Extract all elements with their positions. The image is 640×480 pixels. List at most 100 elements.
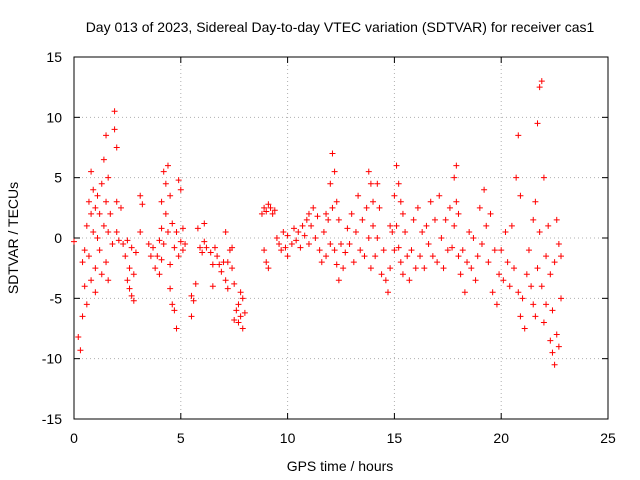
data-point bbox=[90, 228, 97, 235]
data-point bbox=[399, 271, 406, 278]
data-point bbox=[451, 174, 458, 181]
data-point bbox=[103, 198, 110, 205]
data-point bbox=[540, 174, 547, 181]
data-point bbox=[94, 192, 101, 199]
data-point bbox=[207, 249, 214, 256]
data-point bbox=[224, 285, 231, 292]
data-point bbox=[355, 192, 362, 199]
data-point bbox=[209, 283, 216, 290]
x-axis-label: GPS time / hours bbox=[287, 458, 394, 474]
data-point bbox=[94, 235, 101, 241]
data-point bbox=[299, 222, 306, 229]
data-point bbox=[444, 247, 451, 254]
data-point bbox=[496, 271, 503, 278]
data-point bbox=[551, 361, 558, 368]
data-point bbox=[534, 120, 541, 127]
data-point bbox=[325, 216, 332, 223]
data-point bbox=[551, 259, 558, 266]
data-point bbox=[77, 347, 84, 354]
data-point bbox=[194, 225, 201, 232]
data-point bbox=[92, 265, 99, 272]
data-point bbox=[389, 228, 396, 235]
data-point bbox=[438, 235, 445, 241]
data-point bbox=[370, 198, 377, 205]
data-point bbox=[352, 228, 359, 235]
data-point bbox=[164, 162, 171, 169]
data-point bbox=[218, 268, 225, 275]
data-point bbox=[540, 319, 547, 326]
data-point bbox=[103, 259, 110, 266]
data-point bbox=[293, 237, 300, 244]
data-point bbox=[265, 201, 272, 208]
data-point bbox=[440, 265, 447, 272]
data-point bbox=[267, 204, 274, 211]
data-point bbox=[231, 280, 238, 287]
data-point bbox=[427, 198, 434, 205]
data-point bbox=[261, 247, 268, 254]
data-point bbox=[117, 204, 124, 211]
data-point bbox=[71, 238, 77, 245]
data-point bbox=[525, 247, 532, 254]
data-point bbox=[342, 249, 349, 256]
data-point bbox=[318, 259, 325, 266]
data-point bbox=[291, 225, 298, 232]
data-point bbox=[282, 244, 289, 251]
data-point bbox=[222, 277, 229, 284]
data-point bbox=[361, 253, 368, 260]
data-point bbox=[156, 237, 163, 244]
data-point bbox=[331, 247, 338, 254]
data-point bbox=[111, 108, 118, 115]
data-point bbox=[169, 220, 176, 227]
data-point bbox=[314, 213, 321, 220]
data-point bbox=[103, 132, 110, 139]
data-point bbox=[312, 235, 319, 241]
data-point bbox=[327, 241, 334, 248]
data-point bbox=[231, 317, 238, 324]
data-point bbox=[79, 259, 86, 266]
data-point bbox=[374, 235, 381, 241]
data-point bbox=[365, 235, 372, 241]
data-point bbox=[173, 228, 180, 235]
data-point bbox=[504, 259, 511, 266]
chart-title: Day 013 of 2023, Sidereal Day-to-day VTE… bbox=[86, 19, 595, 35]
data-point bbox=[402, 228, 409, 235]
data-point bbox=[96, 210, 103, 217]
data-point bbox=[359, 216, 366, 223]
data-point bbox=[137, 192, 144, 199]
data-point bbox=[547, 337, 554, 344]
data-point bbox=[229, 244, 236, 251]
data-point bbox=[323, 253, 330, 260]
data-point bbox=[263, 259, 270, 266]
data-point bbox=[107, 210, 114, 217]
data-point bbox=[139, 201, 146, 208]
data-point bbox=[474, 253, 481, 260]
y-tick-label: 10 bbox=[46, 109, 62, 125]
data-point bbox=[536, 84, 543, 91]
data-point bbox=[335, 216, 342, 223]
data-point bbox=[160, 241, 167, 248]
data-point bbox=[105, 174, 112, 181]
data-point bbox=[357, 247, 364, 254]
y-tick-label: 0 bbox=[54, 230, 62, 246]
data-point bbox=[295, 228, 302, 235]
data-point bbox=[173, 325, 180, 332]
data-point bbox=[261, 204, 268, 211]
data-point bbox=[555, 343, 562, 350]
data-point bbox=[113, 198, 120, 205]
data-point bbox=[273, 235, 280, 241]
data-point bbox=[305, 241, 312, 248]
data-point bbox=[425, 241, 432, 248]
data-point bbox=[363, 204, 370, 211]
data-point bbox=[538, 283, 545, 290]
data-point bbox=[365, 168, 372, 175]
data-point bbox=[329, 150, 336, 157]
data-point bbox=[169, 301, 176, 308]
data-point bbox=[85, 198, 92, 205]
data-point bbox=[175, 253, 182, 260]
data-point bbox=[171, 307, 178, 314]
data-point bbox=[478, 241, 485, 248]
data-point bbox=[182, 241, 189, 248]
data-point bbox=[145, 241, 152, 248]
x-tick-label: 15 bbox=[387, 430, 403, 446]
data-point bbox=[532, 313, 539, 320]
